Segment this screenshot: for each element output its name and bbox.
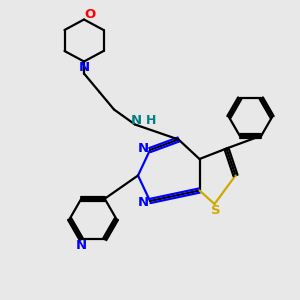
Text: O: O: [84, 8, 96, 22]
Text: N: N: [76, 239, 87, 252]
Text: S: S: [211, 204, 221, 217]
Text: N: N: [138, 142, 149, 155]
Text: N: N: [138, 196, 149, 209]
Text: H: H: [146, 113, 157, 127]
Text: N: N: [131, 113, 142, 127]
Text: N: N: [78, 61, 90, 74]
